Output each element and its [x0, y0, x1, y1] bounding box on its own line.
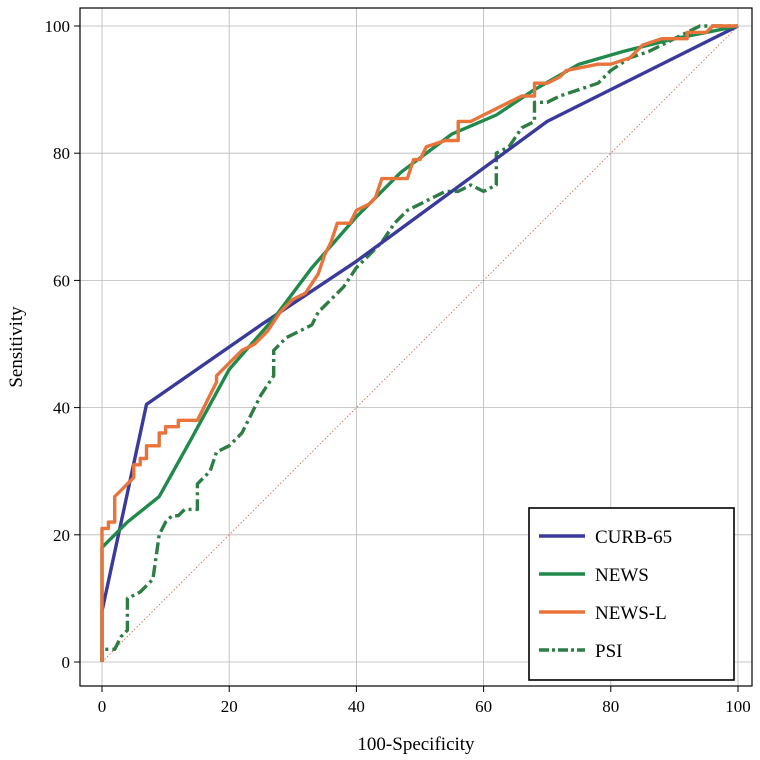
- x-axis-title: 100-Specificity: [357, 734, 475, 755]
- legend-label: NEWS-L: [595, 603, 667, 624]
- y-tick-label: 40: [53, 399, 70, 418]
- series-line-curb-65: [100, 24, 739, 662]
- series-lines: [100, 24, 739, 662]
- legend-label: PSI: [595, 641, 622, 662]
- y-tick-label: 60: [53, 271, 70, 290]
- reference-line: [101, 25, 739, 663]
- x-tick-label: 20: [221, 697, 238, 716]
- series-line-news: [100, 24, 739, 662]
- y-tick-label: 20: [53, 526, 70, 545]
- y-axis-ticks: 0 20 40 60 80 100: [45, 17, 80, 672]
- x-axis-ticks: 0 20 40 60 80 100: [98, 686, 751, 716]
- x-tick-label: 0: [98, 697, 107, 716]
- y-axis-title: Sensitivity: [6, 306, 27, 388]
- x-tick-label: 60: [475, 697, 492, 716]
- legend-label: CURB-65: [595, 527, 672, 548]
- plot-frame: [79, 7, 753, 687]
- reference-diagonal: [101, 25, 739, 663]
- legend: CURB-65 NEWS NEWS-L PSI: [528, 507, 735, 681]
- gridlines: [80, 8, 752, 686]
- x-tick-label: 40: [348, 697, 365, 716]
- legend-label: NEWS: [595, 565, 649, 586]
- y-tick-label: 100: [45, 17, 71, 36]
- x-tick-label: 100: [725, 697, 751, 716]
- series-line-psi: [100, 24, 738, 662]
- x-tick-label: 80: [602, 697, 619, 716]
- y-tick-label: 0: [62, 653, 71, 672]
- series-line-news-l: [100, 24, 738, 662]
- y-tick-label: 80: [53, 144, 70, 163]
